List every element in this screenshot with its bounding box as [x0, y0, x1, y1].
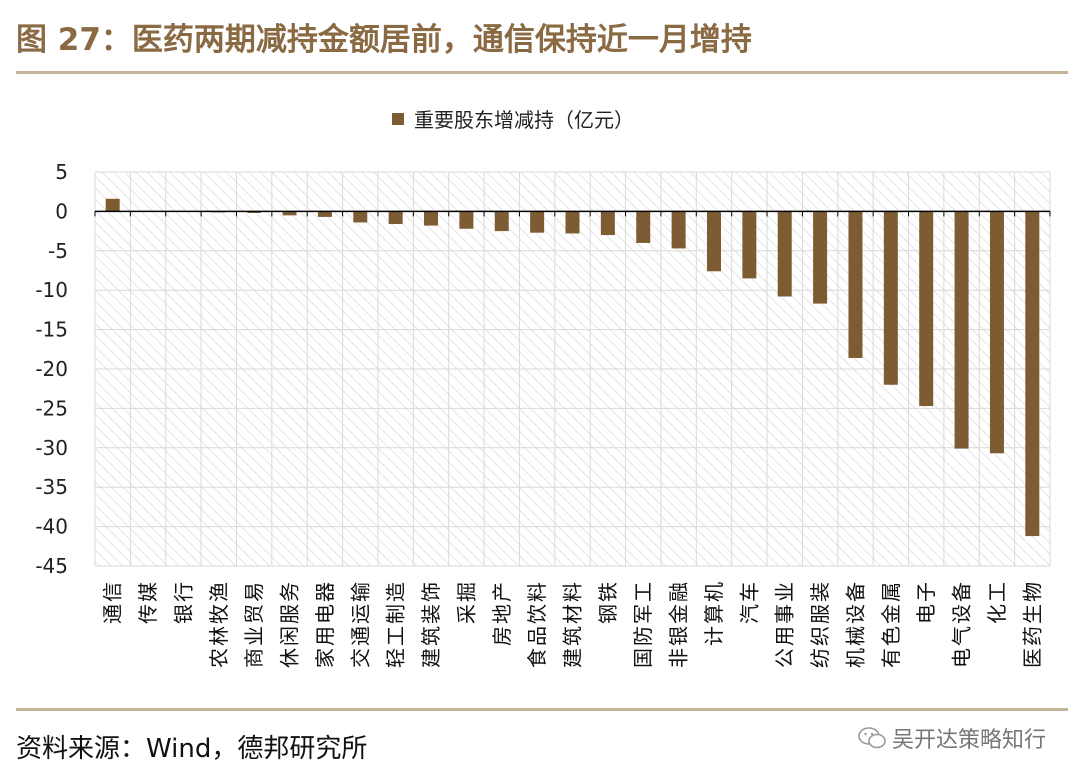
y-tick-label: -25 [35, 396, 68, 420]
y-tick-label: -5 [48, 239, 68, 263]
x-tick-label: 食品饮料 [525, 580, 549, 668]
x-tick-label: 计算机 [702, 580, 726, 646]
wechat-icon [858, 727, 886, 749]
title-divider [16, 71, 1068, 74]
bar-有色金属 [883, 211, 898, 385]
x-tick-label: 通信 [101, 580, 125, 624]
x-tick-label: 汽车 [737, 580, 761, 624]
bar-电子 [919, 211, 934, 407]
x-tick-label: 钢铁 [596, 580, 620, 624]
footer-divider [16, 708, 1068, 711]
y-tick-label: -45 [35, 554, 68, 578]
y-tick-label: -35 [35, 475, 68, 499]
bar-chart: 5 0 -5 -10 -15 -20 -25 -30 -35 -40 -45 通信 传媒 银行 农林牧渔商… [35, 160, 1051, 668]
x-tick-label: 休闲服务 [278, 580, 302, 668]
bar-家用电器 [317, 211, 332, 217]
y-tick-label: -20 [35, 357, 68, 381]
x-tick-label: 农林牧渔 [207, 580, 231, 668]
y-tick-label: -30 [35, 436, 68, 460]
bar-汽车 [742, 211, 757, 279]
x-tick-label: 国防军工 [631, 580, 655, 668]
legend-label: 重要股东增减持（亿元） [414, 108, 634, 132]
bar-通信 [105, 198, 120, 212]
legend-swatch [392, 112, 404, 125]
bar-建筑装饰 [424, 211, 439, 226]
bar-采掘 [459, 211, 474, 229]
bar-商业贸易 [247, 211, 262, 213]
x-tick-label: 机械设备 [843, 580, 867, 668]
x-tick-label: 非银金融 [667, 580, 691, 668]
x-tick-label: 电气设备 [950, 580, 974, 668]
bar-休闲服务 [282, 211, 297, 216]
bar-计算机 [706, 211, 721, 272]
bar-轻工制造 [388, 211, 403, 225]
x-tick-label: 商业贸易 [242, 580, 266, 668]
bar-纺织服装 [813, 211, 828, 304]
x-tick-label: 轻工制造 [384, 580, 408, 668]
x-tick-label: 银行 [171, 580, 195, 624]
watermark: 吴开达策略知行 [858, 722, 1046, 754]
bar-食品饮料 [530, 211, 545, 233]
x-tick-label: 有色金属 [879, 580, 903, 668]
x-tick-label: 电子 [914, 580, 938, 624]
x-tick-label: 医药生物 [1020, 580, 1044, 668]
chart-legend: 重要股东增减持（亿元） [392, 104, 634, 133]
x-tick-label: 建筑材料 [561, 580, 585, 668]
x-tick-label: 建筑装饰 [419, 580, 443, 668]
bar-房地产 [494, 211, 509, 232]
bar-建筑材料 [565, 211, 580, 234]
y-tick-label: -10 [35, 278, 68, 302]
x-tick-label: 公用事业 [773, 580, 797, 668]
bar-化工 [989, 211, 1004, 454]
x-tick-label: 采掘 [454, 580, 478, 624]
x-tick-label: 交通运输 [348, 580, 372, 668]
bar-医药生物 [1025, 211, 1040, 537]
x-tick-label: 传媒 [136, 580, 160, 624]
x-tick-label: 房地产 [490, 580, 514, 646]
y-tick-label: -40 [35, 515, 68, 539]
bar-公用事业 [777, 211, 792, 297]
bar-电气设备 [954, 211, 969, 449]
source-note: 资料来源：Wind，德邦研究所 [16, 734, 368, 764]
bar-机械设备 [848, 211, 863, 358]
bar-非银金融 [671, 211, 686, 249]
x-tick-label: 化工 [985, 580, 1009, 624]
figure-title: 图 27：医药两期减持金额居前，通信保持近一月增持 [16, 22, 752, 58]
x-tick-label: 家用电器 [313, 580, 337, 668]
y-tick-label: -15 [35, 318, 68, 342]
bar-国防军工 [636, 211, 651, 243]
watermark-text: 吴开达策略知行 [891, 728, 1046, 753]
bar-交通运输 [353, 211, 368, 223]
y-tick-label: 5 [55, 160, 68, 184]
y-tick-label: 0 [55, 199, 68, 223]
x-tick-label: 纺织服装 [808, 580, 832, 668]
bar-钢铁 [600, 211, 615, 236]
